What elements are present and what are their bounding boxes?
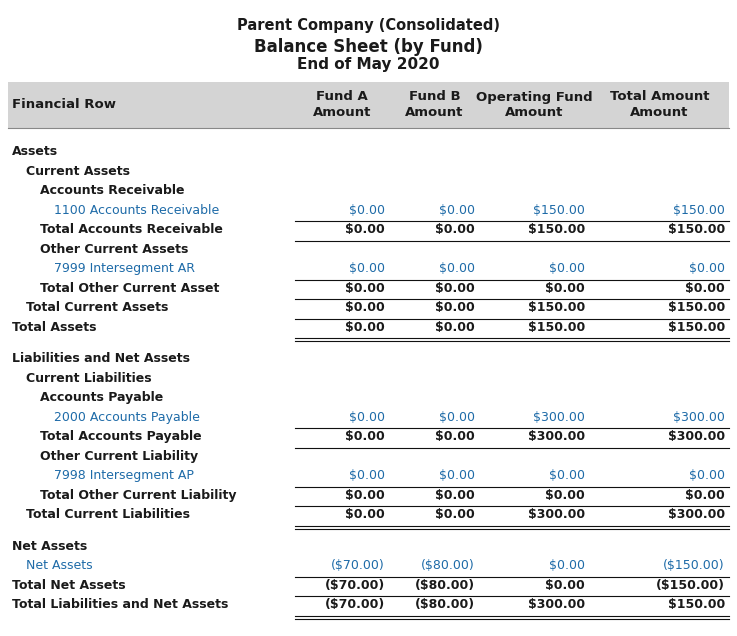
Text: Total Current Liabilities: Total Current Liabilities (26, 508, 190, 522)
Text: 7999 Intersegment AR: 7999 Intersegment AR (54, 262, 195, 275)
Text: $300.00: $300.00 (533, 411, 585, 424)
Text: ($70.00): ($70.00) (325, 598, 385, 611)
Text: Amount: Amount (506, 106, 564, 120)
Text: Total Current Assets: Total Current Assets (26, 301, 168, 314)
Text: Operating Fund: Operating Fund (476, 90, 593, 104)
Text: Liabilities and Net Assets: Liabilities and Net Assets (12, 352, 190, 365)
Text: Total Liabilities and Net Assets: Total Liabilities and Net Assets (12, 598, 228, 611)
Text: $0.00: $0.00 (349, 204, 385, 217)
Text: ($70.00): ($70.00) (331, 559, 385, 572)
Text: $0.00: $0.00 (549, 262, 585, 275)
Text: $0.00: $0.00 (685, 488, 725, 502)
Text: Financial Row: Financial Row (12, 99, 116, 111)
Text: $300.00: $300.00 (673, 411, 725, 424)
Text: Total Amount: Total Amount (609, 90, 709, 104)
Text: $0.00: $0.00 (689, 469, 725, 482)
Text: $150.00: $150.00 (528, 301, 585, 314)
Text: ($150.00): ($150.00) (656, 579, 725, 591)
Text: $150.00: $150.00 (673, 204, 725, 217)
Text: Total Net Assets: Total Net Assets (12, 579, 125, 591)
Text: $0.00: $0.00 (439, 204, 475, 217)
Text: $0.00: $0.00 (689, 262, 725, 275)
Text: $0.00: $0.00 (436, 301, 475, 314)
Text: $0.00: $0.00 (345, 321, 385, 334)
Text: $300.00: $300.00 (528, 430, 585, 443)
Text: $0.00: $0.00 (436, 282, 475, 294)
Text: $150.00: $150.00 (668, 321, 725, 334)
Text: ($80.00): ($80.00) (422, 559, 475, 572)
Text: Parent Company (Consolidated): Parent Company (Consolidated) (237, 18, 500, 33)
Text: Other Current Assets: Other Current Assets (40, 243, 189, 256)
Text: ($80.00): ($80.00) (415, 598, 475, 611)
Text: Net Assets: Net Assets (26, 559, 93, 572)
Text: 2000 Accounts Payable: 2000 Accounts Payable (54, 411, 200, 424)
Text: $0.00: $0.00 (349, 469, 385, 482)
Text: Total Assets: Total Assets (12, 321, 97, 334)
Text: $0.00: $0.00 (436, 508, 475, 522)
Text: $150.00: $150.00 (528, 223, 585, 236)
Text: $150.00: $150.00 (668, 223, 725, 236)
Text: $0.00: $0.00 (436, 488, 475, 502)
Text: Net Assets: Net Assets (12, 540, 87, 553)
Text: $0.00: $0.00 (349, 262, 385, 275)
Text: Total Other Current Asset: Total Other Current Asset (40, 282, 220, 294)
Text: $150.00: $150.00 (668, 301, 725, 314)
Text: Current Assets: Current Assets (26, 165, 130, 177)
Text: Amount: Amount (630, 106, 688, 120)
Text: ($80.00): ($80.00) (415, 579, 475, 591)
Text: $300.00: $300.00 (528, 598, 585, 611)
Text: Total Accounts Receivable: Total Accounts Receivable (40, 223, 223, 236)
Text: Accounts Receivable: Accounts Receivable (40, 184, 184, 197)
Text: $0.00: $0.00 (545, 282, 585, 294)
Text: ($150.00): ($150.00) (663, 559, 725, 572)
Text: Assets: Assets (12, 145, 58, 158)
Text: Other Current Liability: Other Current Liability (40, 450, 198, 463)
Text: $0.00: $0.00 (439, 469, 475, 482)
Text: Total Other Current Liability: Total Other Current Liability (40, 488, 237, 502)
Text: $300.00: $300.00 (528, 508, 585, 522)
Text: $0.00: $0.00 (345, 488, 385, 502)
Text: $0.00: $0.00 (439, 411, 475, 424)
Text: Balance Sheet (by Fund): Balance Sheet (by Fund) (254, 38, 483, 56)
Text: $0.00: $0.00 (436, 223, 475, 236)
Text: $0.00: $0.00 (345, 282, 385, 294)
Text: $300.00: $300.00 (668, 508, 725, 522)
Text: $150.00: $150.00 (528, 321, 585, 334)
Text: 1100 Accounts Receivable: 1100 Accounts Receivable (54, 204, 219, 217)
Bar (8, 82, 729, 128)
Text: $300.00: $300.00 (668, 430, 725, 443)
Text: ($70.00): ($70.00) (325, 579, 385, 591)
Text: Amount: Amount (405, 106, 464, 120)
Text: $0.00: $0.00 (349, 411, 385, 424)
Text: Fund B: Fund B (409, 90, 461, 104)
Text: Fund A: Fund A (316, 90, 368, 104)
Text: Total Accounts Payable: Total Accounts Payable (40, 430, 202, 443)
Text: $150.00: $150.00 (533, 204, 585, 217)
Text: 7998 Intersegment AP: 7998 Intersegment AP (54, 469, 194, 482)
Text: $0.00: $0.00 (345, 508, 385, 522)
Text: End of May 2020: End of May 2020 (297, 57, 440, 72)
Text: $0.00: $0.00 (345, 430, 385, 443)
Text: $0.00: $0.00 (345, 223, 385, 236)
Text: $0.00: $0.00 (685, 282, 725, 294)
Text: $0.00: $0.00 (545, 488, 585, 502)
Text: Amount: Amount (312, 106, 371, 120)
Text: $0.00: $0.00 (549, 469, 585, 482)
Text: $0.00: $0.00 (436, 430, 475, 443)
Text: Accounts Payable: Accounts Payable (40, 391, 164, 404)
Text: $0.00: $0.00 (549, 559, 585, 572)
Text: $0.00: $0.00 (545, 579, 585, 591)
Text: Current Liabilities: Current Liabilities (26, 372, 152, 385)
Text: $0.00: $0.00 (436, 321, 475, 334)
Text: $0.00: $0.00 (439, 262, 475, 275)
Text: $0.00: $0.00 (345, 301, 385, 314)
Text: $150.00: $150.00 (668, 598, 725, 611)
